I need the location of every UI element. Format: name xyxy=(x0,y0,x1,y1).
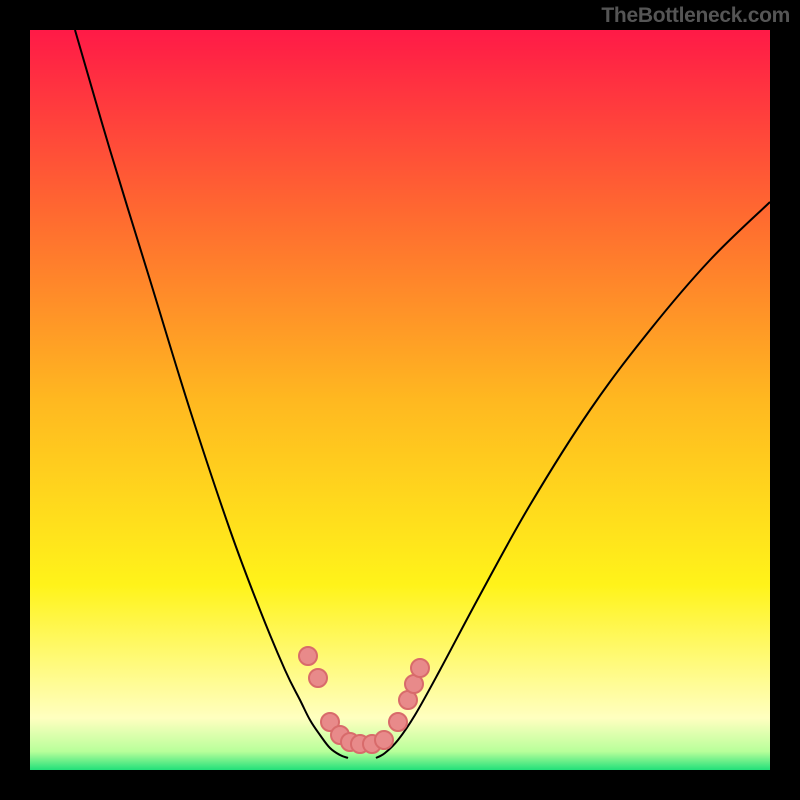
data-marker xyxy=(309,669,327,687)
data-marker xyxy=(389,713,407,731)
chart-svg xyxy=(30,30,770,770)
watermark: TheBottleneck.com xyxy=(601,4,790,28)
right-curve xyxy=(376,202,770,758)
data-marker xyxy=(299,647,317,665)
chart-plot-area xyxy=(30,30,770,770)
data-marker xyxy=(411,659,429,677)
data-marker xyxy=(375,731,393,749)
